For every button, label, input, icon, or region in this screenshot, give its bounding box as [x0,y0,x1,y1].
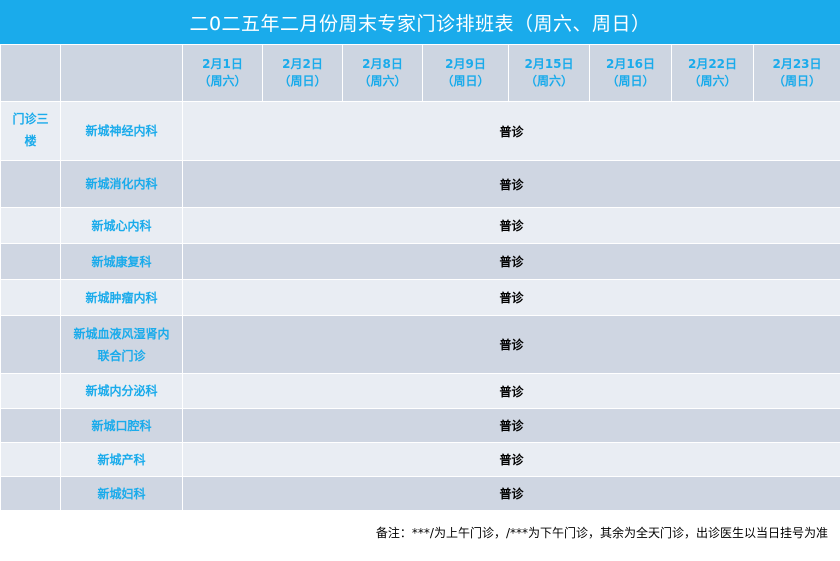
table-row: 新城心内科 普诊 [0,207,840,244]
department-name: 新城肿瘤内科 [60,279,183,316]
weekday-label: （周六） [524,74,573,88]
floor-cell [0,442,61,477]
date-label: 2月22日 [687,57,738,71]
schedule-table: 2月1日 （周六） 2月2日 （周日） 2月8日 （周六） 2月9日 （周日） 2月15… [0,44,840,511]
table-row: 新城消化内科 普诊 [0,160,840,208]
department-name: 新城心内科 [60,207,183,244]
floor-label: 门诊三楼 [0,101,61,161]
department-name: 新城产科 [60,442,183,477]
header-floor-cell [0,44,61,102]
page-title: 二0二五年二月份周末专家门诊排班表（周六、周日） [0,0,840,44]
date-header: 2月2日 （周日） [262,44,343,102]
weekday-label: （周六） [198,74,247,88]
date-header: 2月23日 （周日） [753,44,840,102]
service-type: 普诊 [182,408,840,443]
date-label: 2月15日 [524,57,574,71]
header-row: 2月1日 （周六） 2月2日 （周日） 2月8日 （周六） 2月9日 （周日） 2月15… [0,44,840,102]
service-type: 普诊 [182,207,840,244]
service-type: 普诊 [182,442,840,477]
department-name-text: 新城血液风湿肾内联合门诊 [73,326,170,363]
department-name: 新城消化内科 [60,160,183,208]
date-label: 2月2日 [282,57,323,71]
service-type: 普诊 [182,315,840,374]
service-type: 普诊 [182,243,840,280]
table-row: 新城产科 普诊 [0,442,840,477]
weekday-label: （周六） [688,74,737,88]
department-name: 新城神经内科 [60,101,183,161]
department-name: 新城内分泌科 [60,373,183,409]
date-label: 2月8日 [362,57,403,71]
date-label: 2月23日 [772,57,822,71]
weekday-label: （周日） [278,74,327,88]
date-label: 2月16日 [605,57,656,71]
department-name: 新城口腔科 [60,408,183,443]
department-name: 新城妇科 [60,476,183,511]
table-row: 新城康复科 普诊 [0,243,840,280]
service-type: 普诊 [182,160,840,208]
date-header: 2月15日 （周六） [508,44,590,102]
service-type: 普诊 [182,101,840,161]
floor-cell [0,243,61,280]
service-type: 普诊 [182,279,840,316]
weekday-label: （周日） [441,74,490,88]
table-row: 新城血液风湿肾内联合门诊 普诊 [0,315,840,374]
floor-label-text: 门诊三楼 [12,112,49,148]
service-type: 普诊 [182,476,840,511]
floor-cell [0,207,61,244]
date-header: 2月9日 （周日） [422,44,509,102]
floor-cell [0,373,61,409]
floor-cell [0,408,61,443]
floor-cell [0,160,61,208]
table-row: 新城肿瘤内科 普诊 [0,279,840,316]
date-header: 2月1日 （周六） [182,44,263,102]
department-name: 新城康复科 [60,243,183,280]
floor-cell [0,279,61,316]
weekday-label: （周六） [358,74,407,88]
floor-cell [0,315,61,374]
floor-cell [0,476,61,511]
date-header: 2月8日 （周六） [342,44,423,102]
weekday-label: （周日） [606,74,655,88]
service-type: 普诊 [182,373,840,409]
table-row: 新城妇科 普诊 [0,476,840,511]
header-dept-cell [60,44,183,102]
table-row: 新城内分泌科 普诊 [0,373,840,409]
date-label: 2月1日 [202,57,243,71]
footnote: 备注：***/为上午门诊，/***为下午门诊，其余为全天门诊，出诊医生以当日挂号… [375,526,828,540]
date-header: 2月22日 （周六） [671,44,754,102]
table-row: 门诊三楼 新城神经内科 普诊 [0,101,840,161]
date-label: 2月9日 [445,57,486,71]
table-row: 新城口腔科 普诊 [0,408,840,443]
date-header: 2月16日 （周日） [589,44,672,102]
department-name: 新城血液风湿肾内联合门诊 [60,315,183,374]
weekday-label: （周日） [772,74,821,88]
